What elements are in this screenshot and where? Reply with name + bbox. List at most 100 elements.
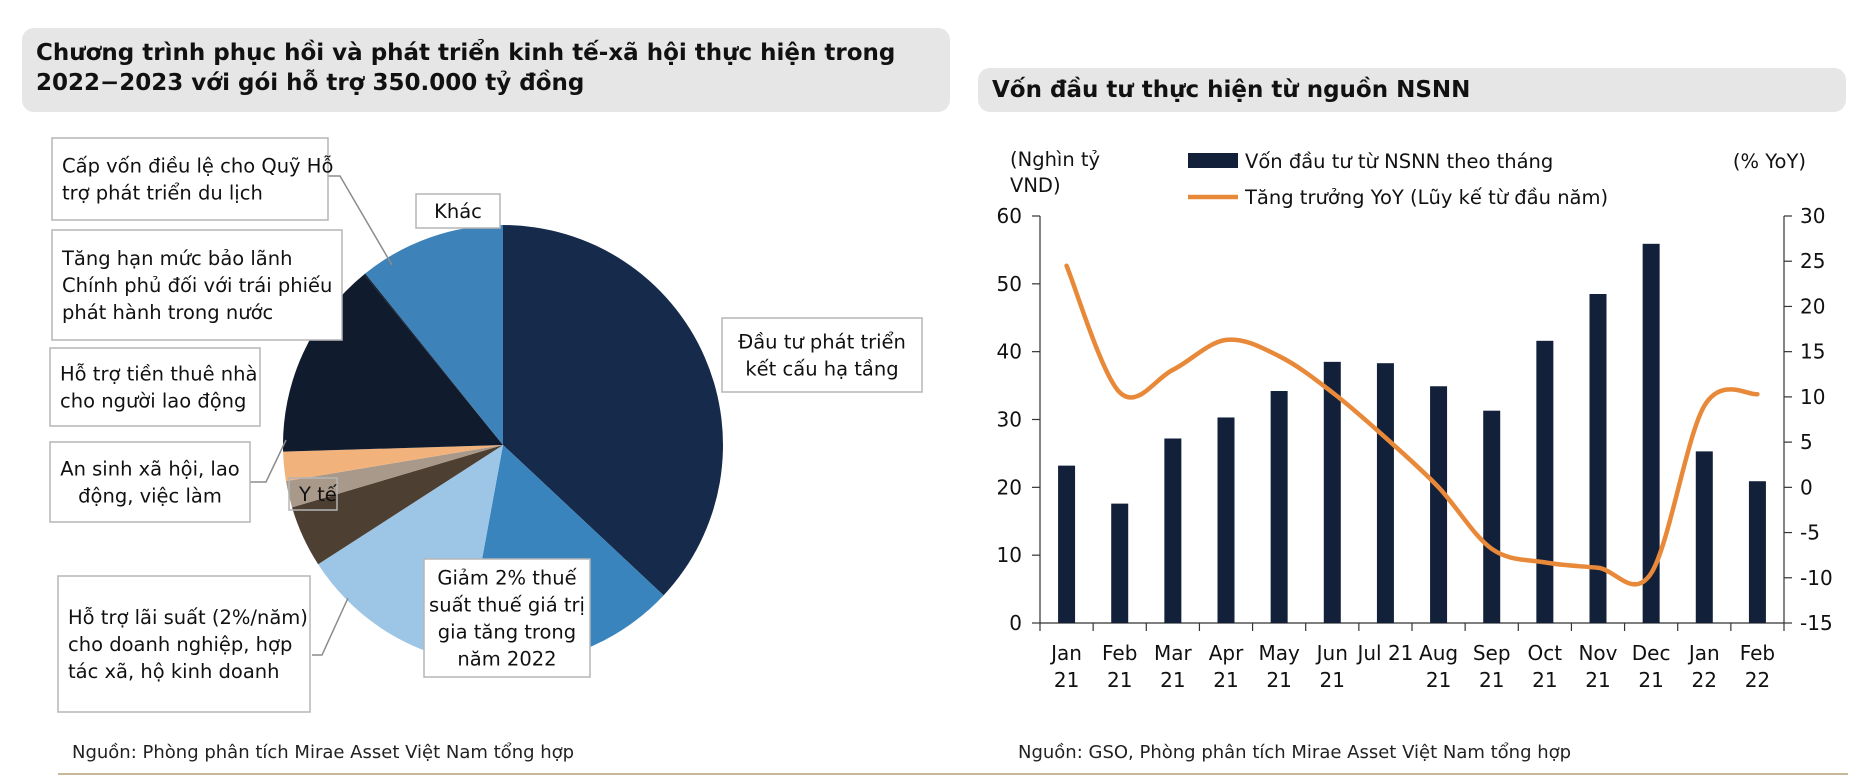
x-tick-label-4-b: 21 — [1266, 668, 1291, 692]
legend-line-label: Tăng trưởng YoY (Lũy kế từ đầu năm) — [1244, 186, 1608, 209]
pie-leader-line-2 — [312, 597, 349, 656]
x-tick-label-12-a: Jan — [1687, 641, 1720, 665]
pie-label-5-line-0: Hỗ trợ tiền thuê nhà — [60, 363, 257, 386]
x-tick-label-7-a: Aug — [1419, 641, 1458, 665]
x-tick-label-10-a: Nov — [1578, 641, 1617, 665]
right-tick-label-4: 5 — [1800, 430, 1813, 454]
pie-label-4-line-1: động, việc làm — [78, 485, 222, 508]
x-tick-label-12-b: 22 — [1692, 668, 1717, 692]
x-tick-label-0-a: Jan — [1049, 641, 1082, 665]
x-tick-label-11-a: Dec — [1632, 641, 1671, 665]
pie-label-4-line-0: An sinh xã hội, lao — [60, 458, 239, 481]
combo-axes: 0 10 20 30 40 50 60 -15 -10 -5 0 5 10 15 20 25 30 Jan 21 Fe… — [997, 148, 1833, 692]
pie-slice-0 — [503, 225, 724, 596]
pie-label-3-line-0: Y tế — [298, 483, 337, 506]
pie-label-box-2 — [57, 575, 311, 713]
pie-slice-4 — [285, 445, 503, 508]
yoy-growth-line — [1064, 263, 1760, 587]
bar-10 — [1589, 294, 1607, 623]
pie-label-1-line-1: suất thuế giá trị — [429, 594, 585, 617]
left-tick-label-1: 10 — [997, 543, 1022, 567]
x-tick-label-8-b: 21 — [1479, 668, 1504, 692]
x-tick-label-13-a: Feb — [1740, 641, 1775, 665]
left-tick-label-6: 60 — [997, 204, 1022, 228]
pie-leader-line-7 — [328, 175, 393, 266]
x-tick-label-2-a: Mar — [1154, 641, 1193, 665]
x-tick-label-13-b: 22 — [1745, 668, 1770, 692]
bar-5 — [1323, 361, 1341, 623]
left-tick-label-5: 50 — [997, 272, 1022, 296]
bar-2 — [1164, 438, 1182, 623]
right-tick-label-3: 0 — [1800, 475, 1813, 499]
pie-label-box-8 — [415, 193, 501, 229]
pie-label-5-line-1: cho người lao động — [60, 390, 246, 413]
left-tick-label-0: 0 — [1009, 611, 1022, 635]
x-tick-label-3-b: 21 — [1213, 668, 1238, 692]
pie-label-box-1 — [423, 558, 591, 678]
pie-labels: Đầu tư phát triển kết cấu hạ tầng Giảm 2% … — [49, 137, 923, 713]
pie-slice-3 — [292, 445, 503, 565]
bar-1 — [1111, 503, 1129, 623]
bar-9 — [1536, 340, 1554, 623]
pie-slice-5 — [283, 445, 503, 482]
right-source-note: Nguồn: GSO, Phòng phân tích Mirae Asset … — [1018, 742, 1572, 763]
x-tick-label-9-b: 21 — [1532, 668, 1557, 692]
pie-label-box-3 — [288, 477, 338, 511]
pie-label-box-6 — [51, 229, 343, 341]
x-tick-label-1-b: 21 — [1107, 668, 1132, 692]
left-tick-label-3: 30 — [997, 408, 1022, 432]
left-source-note: Nguồn: Phòng phân tích Mirae Asset Việt … — [72, 742, 575, 763]
combo-chart: 0 10 20 30 40 50 60 -15 -10 -5 0 5 10 15 20 25 30 Jan 21 Fe… — [997, 148, 1833, 692]
pie-label-box-5 — [49, 347, 261, 427]
x-tick-label-11-b: 21 — [1638, 668, 1663, 692]
right-panel-title: Vốn đầu tư thực hiện từ nguồn NSNN — [978, 68, 1846, 112]
pie-label-1-line-0: Giảm 2% thuế — [437, 567, 576, 590]
left-title-line1: Chương trình phục hồi và phát triển kinh… — [36, 40, 896, 66]
x-tick-label-8-a: Sep — [1473, 641, 1511, 665]
pie-label-7-line-0: Cấp vốn điều lệ cho Quỹ Hỗ — [62, 155, 333, 178]
combo-legend: Vốn đầu tư từ NSNN theo tháng Tăng trưởng… — [1188, 150, 1608, 209]
pie-label-6-line-0: Tăng hạn mức bảo lãnh — [61, 247, 292, 270]
right-tick-label-5: 10 — [1800, 385, 1825, 409]
pie-label-0-line-0: Đầu tư phát triển — [738, 331, 906, 354]
pie-label-6-line-2: phát hành trong nước — [62, 301, 273, 324]
pie-label-8-line-0: Khác — [434, 200, 482, 223]
bar-12 — [1695, 451, 1713, 623]
pie-label-box-0 — [721, 317, 923, 393]
x-tick-label-6-a: Jul 21 — [1355, 641, 1413, 665]
bar-series — [1058, 243, 1766, 624]
x-tick-label-2-b: 21 — [1160, 668, 1185, 692]
pie-label-box-4 — [49, 441, 251, 523]
pie-label-2-line-2: tác xã, hộ kinh doanh — [68, 660, 280, 683]
pie-label-6-line-1: Chính phủ đối với trái phiếu — [62, 274, 332, 297]
right-tick-label-8: 25 — [1800, 249, 1825, 273]
right-axis-title: (% YoY) — [1733, 150, 1806, 173]
left-axis-title-line1: (Nghìn tỷ — [1010, 148, 1100, 171]
legend-bar-label: Vốn đầu tư từ NSNN theo tháng — [1245, 150, 1553, 173]
left-axis-title-line2: VND) — [1010, 174, 1061, 197]
pie-label-2-line-0: Hỗ trợ lãi suất (2%/năm) — [68, 606, 308, 629]
pie-label-7-line-1: trợ phát triển du lịch — [62, 182, 263, 205]
pie-label-1-line-3: năm 2022 — [457, 648, 556, 671]
x-tick-label-9-a: Oct — [1528, 641, 1563, 665]
right-title-text: Vốn đầu tư thực hiện từ nguồn NSNN — [992, 77, 1471, 103]
bar-8 — [1483, 410, 1501, 623]
x-tick-label-7-b: 21 — [1426, 668, 1451, 692]
left-tick-label-4: 40 — [997, 340, 1022, 364]
pie-label-1-line-2: gia tăng trong — [438, 621, 576, 644]
pie-label-box-7 — [51, 137, 329, 221]
legend-bar-swatch — [1188, 153, 1238, 168]
pie-slice-7 — [364, 273, 503, 445]
left-panel-title: Chương trình phục hồi và phát triển kinh… — [22, 28, 950, 112]
right-tick-label-6: 15 — [1800, 340, 1825, 364]
x-tick-label-0-b: 21 — [1054, 668, 1079, 692]
bar-4 — [1270, 391, 1288, 623]
right-tick-label-1: -10 — [1800, 566, 1833, 590]
right-tick-label-7: 20 — [1800, 294, 1825, 318]
bar-0 — [1058, 465, 1076, 623]
right-tick-label-2: -5 — [1800, 521, 1820, 545]
x-tick-label-5-a: Jun — [1315, 641, 1348, 665]
pie-chart: Đầu tư phát triển kết cấu hạ tầng Giảm 2% … — [49, 137, 923, 713]
x-tick-label-4-a: May — [1258, 641, 1300, 665]
bar-13 — [1748, 481, 1766, 623]
